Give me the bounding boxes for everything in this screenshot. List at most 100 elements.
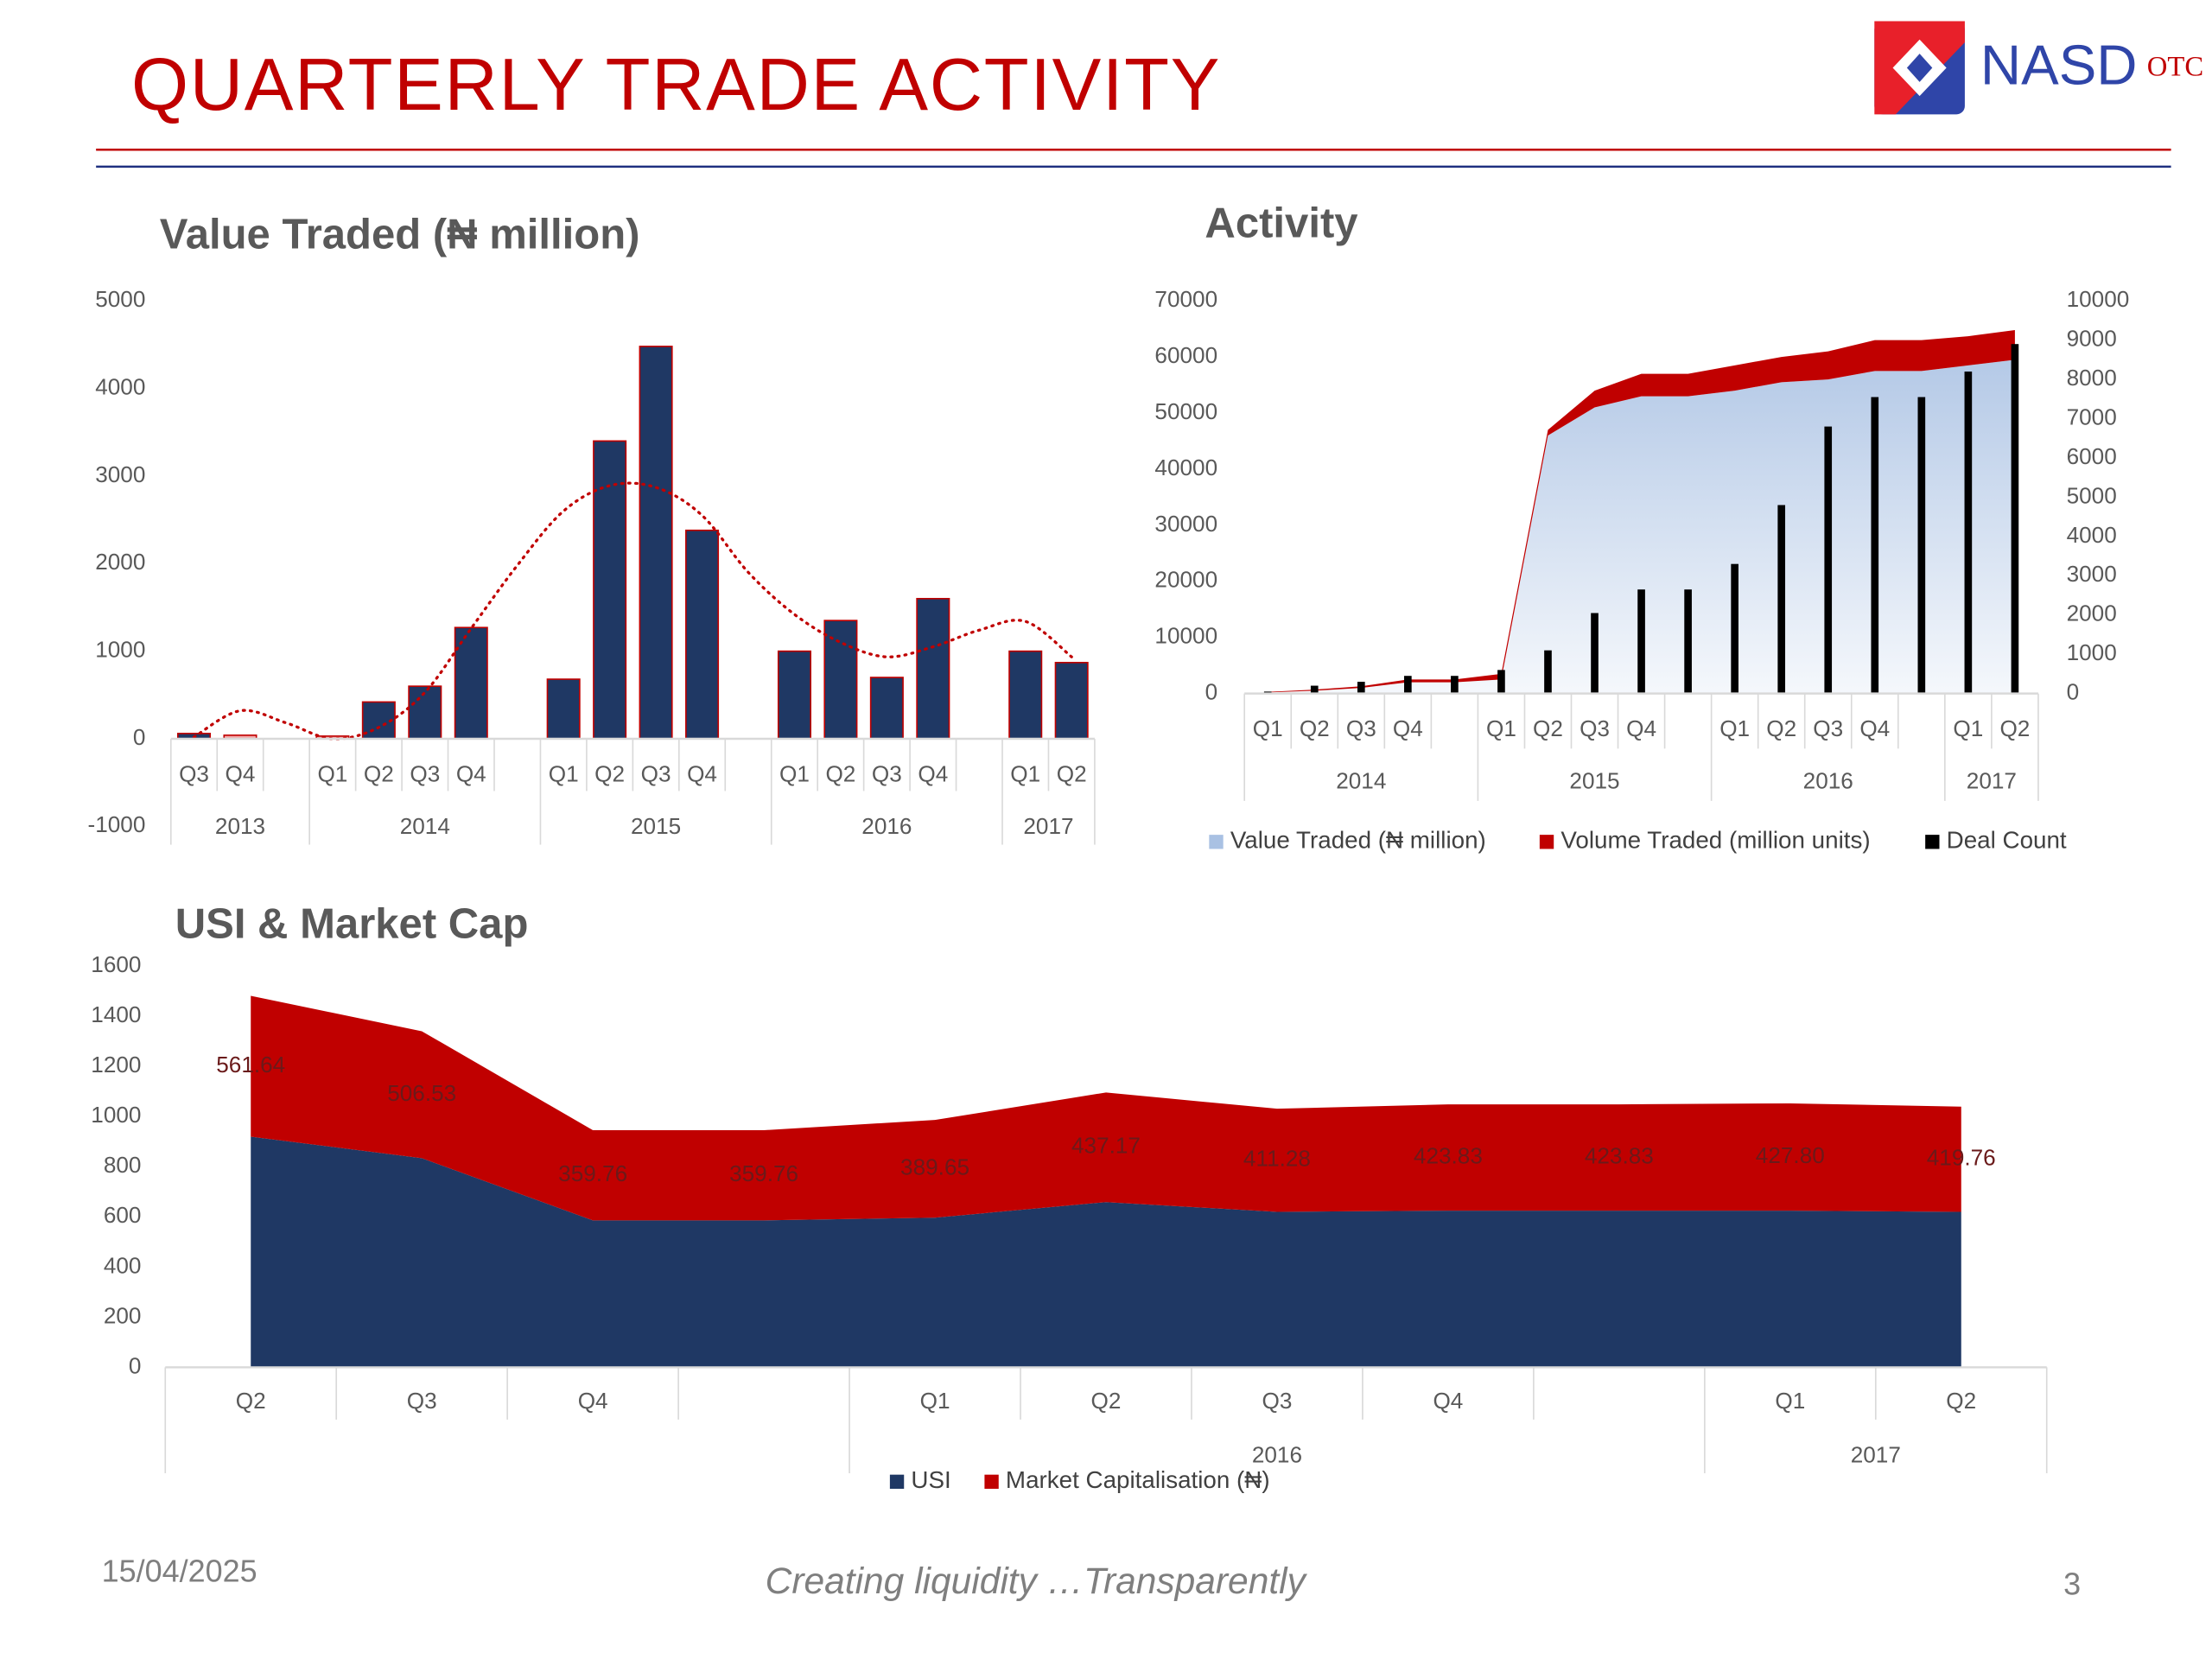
- data-label: 389.65: [900, 1154, 969, 1180]
- x-tick-label: Q3: [179, 760, 209, 786]
- x-tick-label: Q4: [1393, 715, 1423, 741]
- slide-title: QUARTERLY TRADE ACTIVITY: [131, 44, 1221, 126]
- bar: [1777, 505, 1786, 694]
- group-label: 2014: [400, 813, 450, 839]
- x-tick-label: Q2: [364, 760, 394, 786]
- bar: [1404, 676, 1412, 694]
- group-label: 2017: [1851, 1441, 1901, 1467]
- bar: [685, 529, 720, 740]
- legend-swatch: [984, 1474, 999, 1490]
- data-label: 437.17: [1071, 1133, 1141, 1159]
- y-tick-label: 1400: [91, 1001, 141, 1027]
- chart-title: Value Traded (₦ million): [160, 212, 640, 258]
- y-tick-label: 50000: [1154, 398, 1217, 424]
- group-label: 2013: [215, 813, 265, 839]
- x-tick-label: Q1: [317, 760, 347, 786]
- chart: Value Traded (₦ million) -1000 0 1000 2000 30…: [88, 212, 1096, 845]
- y-tick-label: 1000: [95, 637, 145, 663]
- x-tick-label: Q4: [578, 1388, 608, 1414]
- bar: [639, 346, 673, 740]
- x-tick-label: Q3: [407, 1388, 437, 1414]
- x-tick-label: Q4: [226, 760, 256, 786]
- x-tick-label: Q1: [1719, 715, 1750, 741]
- bar: [1544, 650, 1552, 694]
- bar: [869, 677, 904, 740]
- x-tick-label: Q2: [825, 760, 855, 786]
- area: [251, 995, 1961, 1221]
- x-tick-label: Q4: [918, 760, 948, 786]
- data-label: 423.83: [1414, 1142, 1483, 1168]
- x-tick-label: Q3: [872, 760, 902, 786]
- y-tick-label: 30000: [1154, 511, 1217, 537]
- x-tick-label: Q1: [1775, 1388, 1805, 1414]
- data-label: 411.28: [1243, 1146, 1311, 1172]
- y-tick-label: 0: [1205, 679, 1218, 705]
- bar: [1008, 650, 1043, 740]
- group-label: 2015: [1569, 768, 1619, 794]
- y-tick-label: 600: [104, 1202, 142, 1228]
- group-label: 2016: [861, 813, 912, 839]
- y-tick-label: 5000: [95, 286, 145, 312]
- group-label: 2016: [1252, 1441, 1302, 1467]
- bar: [777, 650, 811, 740]
- x-tick-label: Q2: [1946, 1388, 1976, 1414]
- bar: [1731, 563, 1738, 694]
- legend-swatch: [889, 1474, 905, 1490]
- x-tick-label: Q1: [779, 760, 810, 786]
- data-label: 427.80: [1756, 1142, 1825, 1168]
- group-label: 2015: [631, 813, 681, 839]
- chart-title: Activity: [1205, 200, 1357, 247]
- x-tick-label: Q2: [1766, 715, 1796, 741]
- logo-suffix: OTC: [2147, 52, 2203, 83]
- data-label: 419.76: [1927, 1145, 1996, 1171]
- data-label: 359.76: [729, 1160, 798, 1186]
- logo-name: NASD: [1980, 33, 2138, 96]
- y-tick-label: 60000: [1154, 342, 1217, 368]
- group-label: 2016: [1803, 768, 1853, 794]
- x-tick-label: Q4: [687, 760, 717, 786]
- tagline: Creating liquidity …Transparently: [766, 1561, 1308, 1602]
- y2-tick-label: 6000: [2067, 443, 2117, 469]
- y2-tick-label: 10000: [2067, 286, 2130, 312]
- x-tick-label: Q3: [1813, 715, 1843, 741]
- x-tick-label: Q1: [920, 1388, 950, 1414]
- bar: [1637, 589, 1645, 694]
- bar: [2011, 344, 2019, 694]
- y-tick-label: 2000: [95, 549, 145, 575]
- y-tick-label: -1000: [88, 811, 146, 837]
- bar: [823, 620, 858, 740]
- bar: [1684, 589, 1692, 694]
- x-tick-label: Q1: [1010, 760, 1040, 786]
- y-tick-label: 10000: [1154, 623, 1217, 649]
- legend-label: Market Capitalisation (₦): [1006, 1466, 1270, 1493]
- y-tick-label: 1000: [91, 1102, 141, 1128]
- y2-tick-label: 1000: [2067, 639, 2117, 665]
- y-tick-label: 3000: [95, 461, 145, 487]
- y2-tick-label: 0: [2067, 679, 2080, 705]
- y-tick-label: 1200: [91, 1052, 141, 1077]
- y2-tick-label: 3000: [2067, 561, 2117, 587]
- x-tick-label: Q2: [594, 760, 625, 786]
- x-tick-label: Q3: [1346, 715, 1376, 741]
- y2-tick-label: 8000: [2067, 365, 2117, 391]
- date: 15/04/2025: [102, 1554, 257, 1589]
- legend-label: Deal Count: [1947, 827, 2067, 854]
- y2-tick-label: 7000: [2067, 404, 2117, 429]
- chart-title: USI & Market Cap: [175, 900, 529, 947]
- chart: Activity01000020000300004000050000600007…: [1154, 200, 2129, 854]
- x-tick-label: Q3: [641, 760, 671, 786]
- data-label: 506.53: [387, 1080, 456, 1106]
- y-tick-label: 0: [133, 724, 146, 750]
- y-tick-label: 0: [129, 1352, 142, 1378]
- logo: [1874, 21, 1965, 115]
- y-tick-label: 4000: [95, 373, 145, 399]
- x-tick-label: Q4: [1859, 715, 1890, 741]
- y2-tick-label: 4000: [2067, 522, 2117, 548]
- x-tick-label: Q2: [236, 1388, 266, 1414]
- x-tick-label: Q1: [1253, 715, 1283, 741]
- bar: [1871, 397, 1879, 694]
- y-tick-label: 400: [104, 1252, 142, 1278]
- bar: [546, 678, 581, 740]
